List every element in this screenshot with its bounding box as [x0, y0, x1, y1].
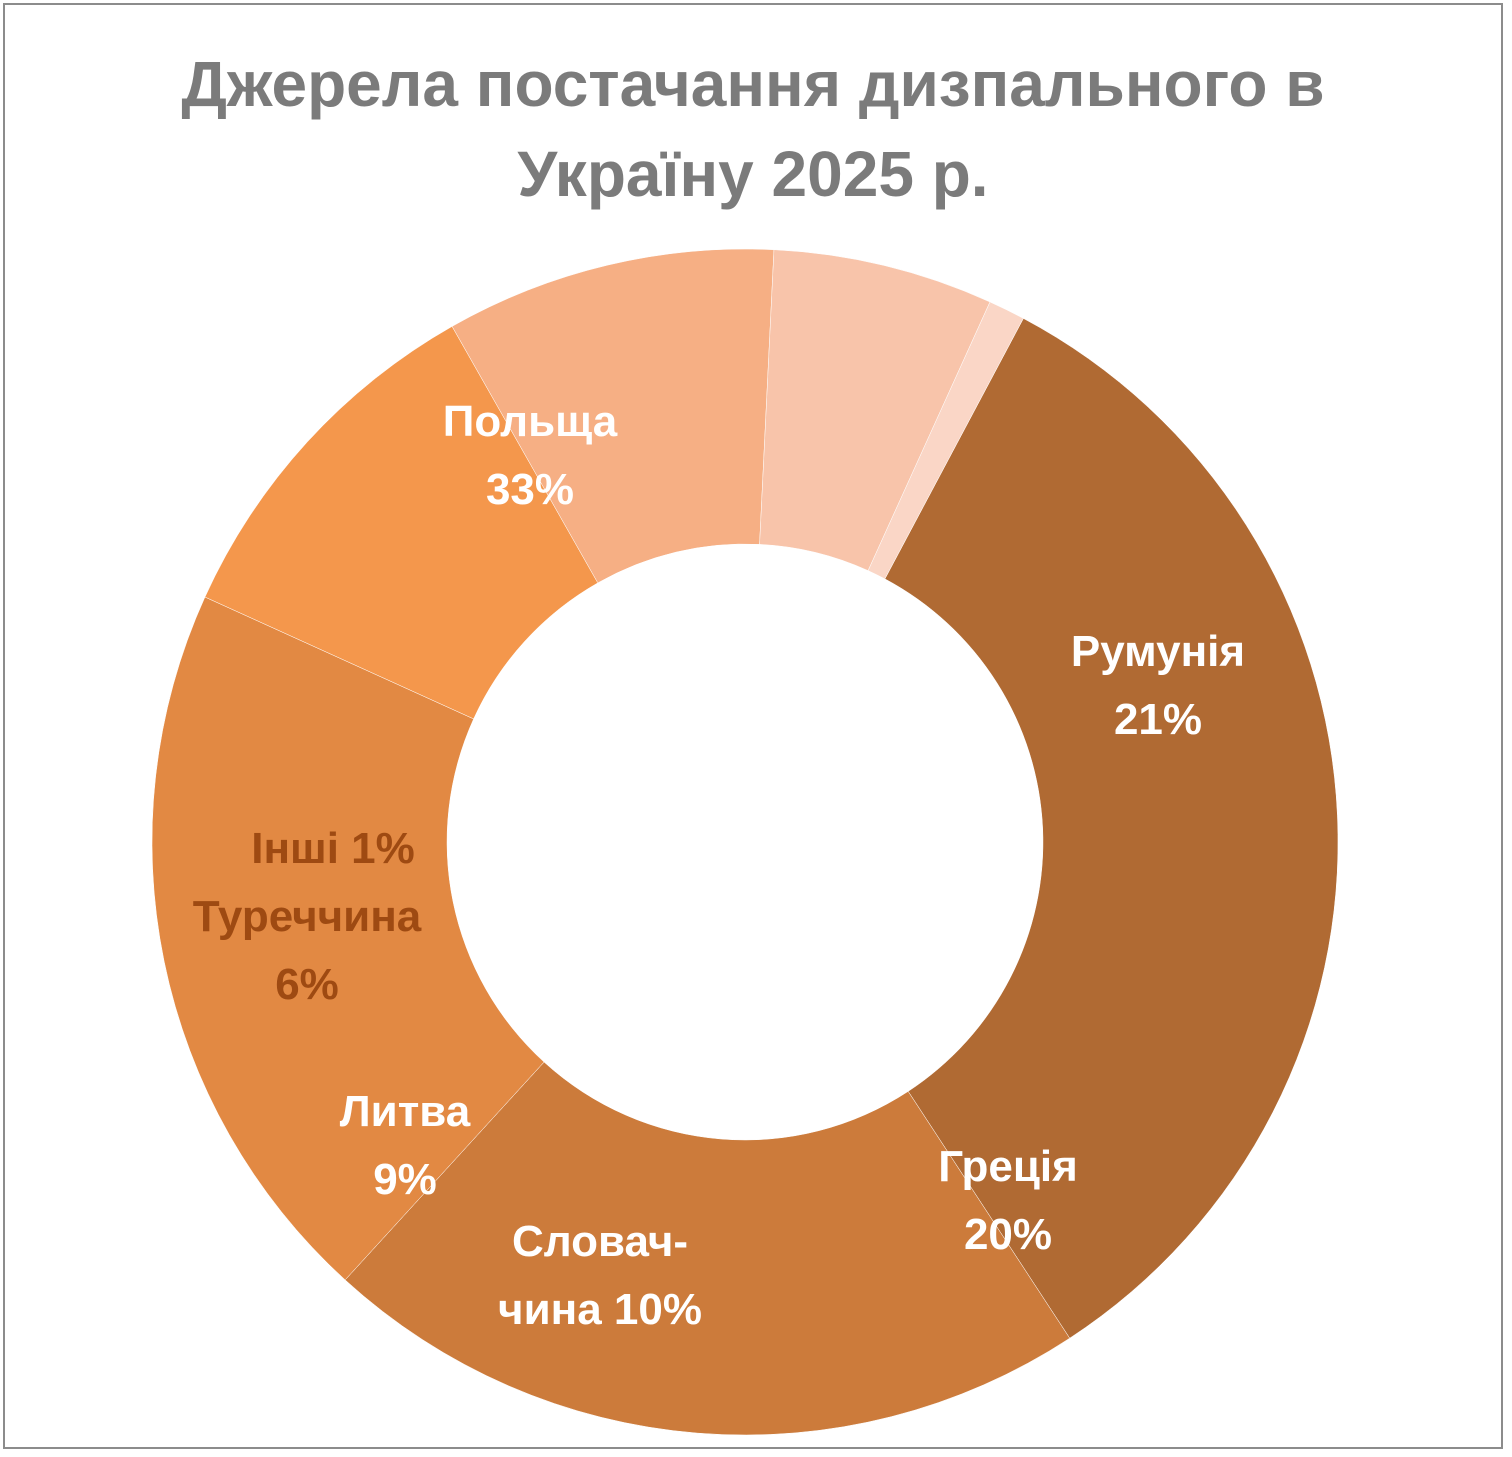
chart-title-line-1: Джерела постачання дизпального в: [181, 48, 1325, 120]
label-литва: Литва 9%: [340, 1087, 471, 1204]
slice-греція: [151, 596, 545, 1281]
label-польща-line-2: 33%: [486, 465, 574, 514]
label-словаччина-line-2: чина 10%: [498, 1285, 702, 1334]
slice-румунія: [344, 1061, 1071, 1436]
slice-інші: [867, 301, 1024, 580]
label-туреччина-line-2: 6%: [275, 960, 339, 1009]
label-греція-line-1: Греція: [938, 1142, 1078, 1191]
label-греція: Греція 20%: [938, 1142, 1078, 1259]
slice-словаччина: [204, 326, 599, 720]
label-румунія-line-2: 21%: [1114, 695, 1202, 744]
label-туреччина-line-1: Туреччина: [193, 892, 422, 941]
label-інші: Інші 1%: [251, 824, 415, 873]
label-литва-line-2: 9%: [373, 1155, 437, 1204]
label-румунія-line-1: Румунія: [1071, 627, 1245, 676]
donut-labels: Польща 33% Румунія 21% Греція 20% Словач-чина …: [193, 397, 1245, 1334]
donut-slices: [151, 248, 1339, 1436]
label-словаччина-line-1: Словач-: [512, 1217, 688, 1266]
chart-title-line-2: Україну 2025 р.: [517, 138, 989, 210]
label-литва-line-1: Литва: [340, 1087, 471, 1136]
label-туреччина: Туреччина 6%: [193, 892, 422, 1009]
label-словаччина: Словач-чина 10%: [498, 1217, 702, 1334]
label-інші-line-1: Інші 1%: [251, 824, 415, 873]
chart-title: Джерела постачання дизпального в Україну…: [5, 39, 1501, 219]
slice-литва: [451, 248, 775, 584]
label-польща-line-1: Польща: [443, 397, 618, 446]
label-румунія: Румунія 21%: [1071, 627, 1245, 744]
label-греція-line-2: 20%: [964, 1210, 1052, 1259]
label-польща: Польща 33%: [443, 397, 618, 514]
